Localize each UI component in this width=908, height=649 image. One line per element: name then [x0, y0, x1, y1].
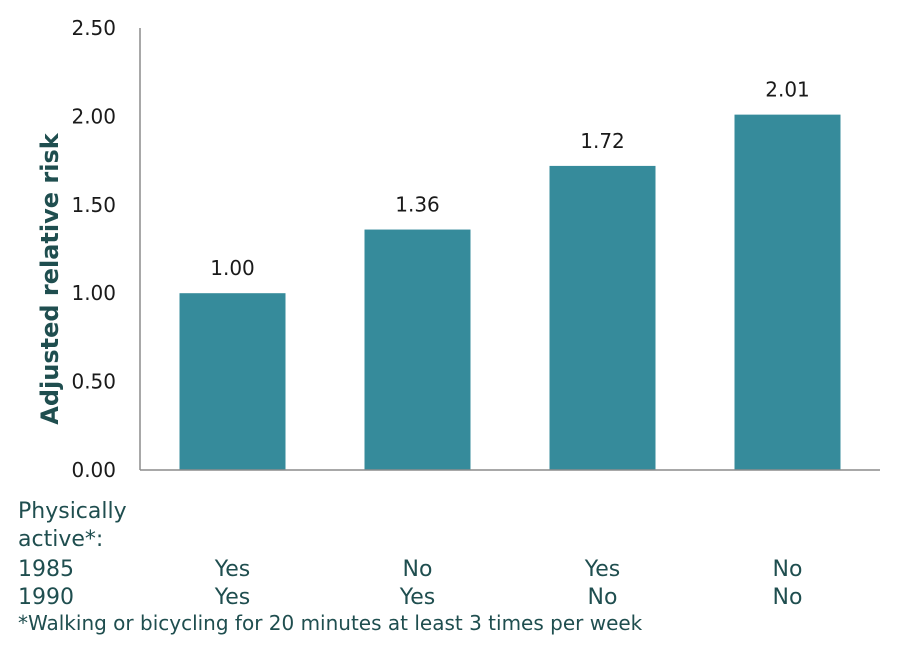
bar-value-label: 1.36 — [395, 193, 440, 217]
table-cell: No — [402, 557, 433, 582]
row-label: 1990 — [18, 585, 74, 610]
y-axis-ticks: 0.00 0.50 1.00 1.50 2.00 2.50 — [71, 16, 116, 482]
bar — [364, 229, 471, 470]
bar — [734, 114, 841, 470]
bars-group — [179, 114, 841, 471]
row-label: 1985 — [18, 557, 74, 582]
bar-value-label: 1.72 — [580, 129, 625, 153]
y-axis-label: Adjusted relative risk — [36, 132, 64, 424]
y-tick-label: 2.50 — [71, 16, 116, 40]
bar-chart: 0.00 0.50 1.00 1.50 2.00 2.50 1.00 1.36 1.72 2.0… — [36, 16, 880, 482]
table-row-1990: 1990 Yes Yes No No — [18, 584, 898, 612]
table-cell: Yes — [214, 557, 251, 582]
y-tick-label: 0.00 — [71, 458, 116, 482]
bar — [549, 165, 656, 471]
footnote: *Walking or bicycling for 20 minutes at … — [18, 611, 643, 635]
bar-value-label: 1.00 — [210, 256, 255, 280]
y-tick-label: 0.50 — [71, 370, 116, 394]
table-cell: Yes — [584, 557, 621, 582]
y-tick-label: 1.00 — [71, 281, 116, 305]
table-cell: No — [772, 557, 803, 582]
bar — [179, 293, 286, 470]
table-row-1985: 1985 Yes No Yes No — [18, 556, 898, 584]
table-cell: No — [772, 585, 803, 610]
table-cell: Yes — [214, 585, 251, 610]
physically-active-header: Physically active*: — [18, 499, 127, 552]
bar-value-label: 2.01 — [765, 78, 810, 102]
data-labels-group: 1.00 1.36 1.72 2.01 — [210, 78, 810, 281]
y-tick-label: 2.00 — [71, 104, 116, 128]
table-cell: No — [587, 585, 618, 610]
table-cell: Yes — [399, 585, 436, 610]
y-tick-label: 1.50 — [71, 193, 116, 217]
